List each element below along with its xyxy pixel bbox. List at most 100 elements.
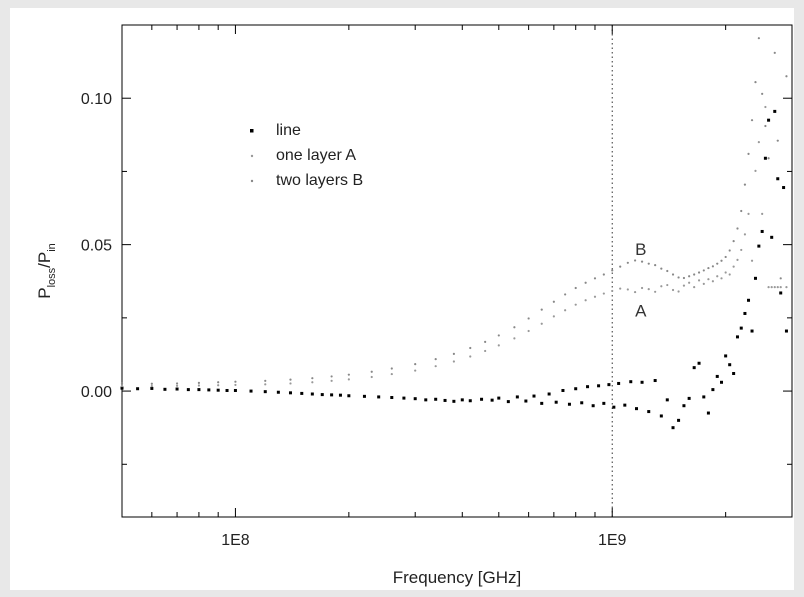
series-2-point-58 xyxy=(761,92,764,95)
series-2-point-31 xyxy=(633,259,637,262)
series-2-point-62 xyxy=(776,139,779,142)
series-1-point-28 xyxy=(611,289,614,293)
series-2-point-56 xyxy=(754,81,757,84)
series-1-point-55 xyxy=(750,259,754,262)
series-1-point-17 xyxy=(484,349,487,353)
series-0-point-66 xyxy=(697,361,701,365)
series-2-point-59 xyxy=(764,124,767,128)
series-1-point-37 xyxy=(671,288,675,292)
series-0-point-52 xyxy=(617,381,621,385)
series-1-point-20 xyxy=(527,329,530,333)
series-2-point-7 xyxy=(289,378,292,381)
series-0-point-50 xyxy=(607,383,611,387)
series-0-point-28 xyxy=(443,398,447,402)
series-1 xyxy=(120,105,788,388)
series-0-point-31 xyxy=(468,399,472,403)
series-1-point-47 xyxy=(720,277,723,280)
series-0-point-29 xyxy=(452,399,456,403)
series-2-point-42 xyxy=(697,271,701,274)
series-2-point-5 xyxy=(234,380,237,383)
series-2-point-64 xyxy=(785,75,788,78)
series-2-point-27 xyxy=(602,273,605,276)
series-1-point-19 xyxy=(513,337,516,340)
series-2-point-13 xyxy=(414,363,417,366)
series-0-point-67 xyxy=(702,395,706,399)
series-2-point-16 xyxy=(469,346,472,350)
series-1-point-22 xyxy=(552,315,555,318)
series-2-point-24 xyxy=(574,286,577,290)
series-1-point-15 xyxy=(452,360,455,363)
series-2-point-0 xyxy=(120,382,124,385)
series-2-point-23 xyxy=(564,293,567,296)
series-2-point-6 xyxy=(264,379,267,382)
series-0-point-73 xyxy=(728,363,732,367)
legend-marker-0 xyxy=(250,129,254,133)
legend-label-2: two layers B xyxy=(276,172,363,189)
series-0-point-81 xyxy=(757,244,761,248)
series-0-point-78 xyxy=(747,298,751,302)
annotation-0: B xyxy=(635,240,646,259)
series-1-point-8 xyxy=(311,381,314,384)
series-2-point-12 xyxy=(390,367,393,370)
series-1-point-0 xyxy=(120,384,124,388)
series-1-point-6 xyxy=(264,383,267,386)
series-0-point-88 xyxy=(779,291,783,295)
series-2-point-30 xyxy=(626,261,629,264)
series-1-point-33 xyxy=(647,288,650,291)
legend-marker-2 xyxy=(250,179,254,183)
series-0-point-70 xyxy=(715,374,719,378)
series-2-point-63 xyxy=(779,277,782,280)
series-1-point-53 xyxy=(743,233,747,236)
series-group xyxy=(120,37,788,430)
series-2-point-32 xyxy=(640,260,644,263)
series-2-point-39 xyxy=(682,276,686,280)
series-0-point-34 xyxy=(497,396,501,400)
series-2-point-2 xyxy=(175,382,179,385)
series-1-point-3 xyxy=(197,384,201,387)
series-2-point-26 xyxy=(593,277,597,280)
series-0-point-7 xyxy=(207,388,211,392)
series-1-point-10 xyxy=(347,378,350,381)
x-tick-label-0: 1E8 xyxy=(221,532,250,549)
series-1-point-23 xyxy=(564,309,567,312)
series-0-point-8 xyxy=(216,388,220,392)
series-0-point-43 xyxy=(567,402,571,406)
series-1-point-51 xyxy=(736,258,739,261)
series-0-point-59 xyxy=(659,414,663,418)
series-0-point-83 xyxy=(763,156,767,160)
series-0-point-86 xyxy=(773,109,777,113)
series-0-point-61 xyxy=(671,426,675,430)
series-0-point-72 xyxy=(724,354,728,358)
series-0-point-82 xyxy=(760,229,764,233)
series-2-point-11 xyxy=(370,370,373,373)
series-2-point-25 xyxy=(584,281,587,284)
series-0-point-24 xyxy=(402,396,406,400)
series-1-point-62 xyxy=(773,286,776,289)
series-0-point-21 xyxy=(362,394,366,398)
series-0-point-20 xyxy=(347,394,351,398)
series-2-point-55 xyxy=(750,119,754,122)
x-axis: 1E8 1E9 xyxy=(151,25,727,549)
series-2-point-10 xyxy=(347,373,350,376)
series-2-point-43 xyxy=(702,269,705,272)
series-2-point-4 xyxy=(217,381,220,384)
series-2-point-34 xyxy=(654,264,657,267)
series-0-point-85 xyxy=(770,235,774,239)
series-0-point-51 xyxy=(612,405,616,409)
series-2-point-19 xyxy=(513,326,516,329)
series-0-point-64 xyxy=(687,396,691,400)
series-0-point-30 xyxy=(460,398,464,402)
series-0-point-18 xyxy=(330,393,334,397)
series-0-point-40 xyxy=(547,392,551,396)
series-2-point-47 xyxy=(720,259,723,262)
series-0-point-65 xyxy=(692,366,696,370)
series-0-point-13 xyxy=(276,390,280,394)
y-axis-label: Ploss/Pin xyxy=(35,243,58,299)
series-0-point-19 xyxy=(338,393,342,397)
series-1-point-54 xyxy=(747,212,750,215)
y-axis: 0.00 0.05 0.10 xyxy=(81,91,792,465)
series-2-point-49 xyxy=(728,249,731,252)
series-1-point-1 xyxy=(150,384,153,388)
series-2-point-9 xyxy=(330,375,333,378)
